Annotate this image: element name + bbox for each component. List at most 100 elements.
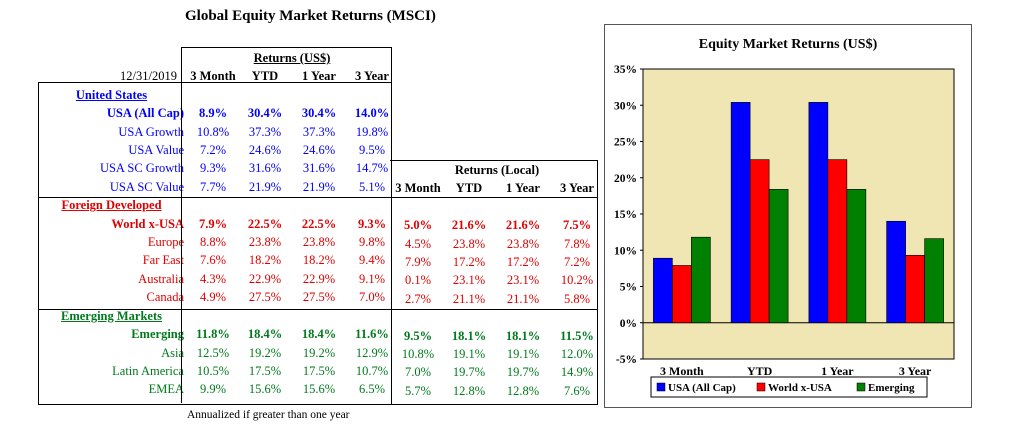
usd-value: 11.8% (196, 327, 230, 342)
local-value: 7.6% (563, 383, 591, 398)
usd-value: 21.9% (248, 179, 282, 194)
usd-header: Returns (US$) (253, 51, 331, 65)
table-row: USA SC Value 7.7% 21.9% 21.9% 5.1% (36, 178, 397, 196)
column-header: 3 Month (190, 69, 236, 84)
y-tick-label: 25% (614, 137, 637, 149)
local-value: 10.2% (560, 273, 594, 288)
usd-value: 21.9% (302, 179, 336, 194)
bar (730, 102, 751, 324)
usd-value: 12.9% (355, 345, 389, 360)
usd-value: 22.9% (248, 271, 282, 286)
local-value: 21.6% (505, 218, 541, 233)
usd-value: 37.3% (302, 124, 336, 139)
table-row: EMEA 9.9% 15.6% 15.6% 6.5% (36, 380, 397, 398)
chart-panel: Equity Market Returns (US$) 35% 30% 25% 20% 1… (604, 24, 972, 408)
local-value: 19.1% (506, 347, 540, 362)
y-tick-label: 0% (620, 318, 637, 330)
row-label: Emerging (131, 327, 184, 342)
section-divider (38, 197, 390, 198)
local-value: 7.0% (404, 365, 432, 380)
usd-table-border (38, 82, 392, 405)
usd-value: 24.6% (248, 143, 282, 158)
column-header: 3 Month (395, 181, 441, 196)
local-header: Returns (Local) (454, 163, 540, 177)
x-tick-label: 3 Month (660, 364, 704, 378)
usd-value: 9.3% (357, 216, 387, 231)
row-label: Far East (142, 253, 184, 268)
column-header-row: 12/31/2019 3 Month YTD 1 Year 3 Year (36, 67, 397, 85)
usd-value: 10.5% (196, 363, 230, 378)
usd-value: 9.8% (358, 235, 386, 250)
usd-value: 37.3% (248, 124, 282, 139)
row-label: USA SC Growth (99, 161, 184, 176)
usd-returns-table: Returns (US$) 12/31/2019 3 Month YTD 1 Year 3… (36, 49, 397, 399)
table-row: 0.1% 23.1% 23.1% 10.2% (392, 271, 602, 289)
row-label: Asia (161, 345, 184, 360)
column-header: 3 Year (560, 181, 594, 196)
section-header-row: United States (36, 86, 397, 104)
section-divider (38, 309, 390, 310)
table-row: 9.5% 18.1% 18.1% 11.5% (392, 327, 602, 345)
legend-swatch (756, 382, 766, 392)
usd-value: 19.8% (355, 124, 389, 139)
usd-value: 18.2% (248, 253, 282, 268)
column-header: 1 Year (506, 181, 540, 196)
x-tick-label: 1 Year (821, 364, 854, 378)
legend-label: Emerging (868, 382, 915, 394)
usd-value: 15.6% (302, 382, 336, 397)
usd-value: 24.6% (302, 143, 336, 158)
row-label: Europe (147, 235, 184, 250)
local-value: 19.1% (452, 347, 486, 362)
table-row: 5.7% 12.8% 12.8% 7.6% (392, 382, 602, 400)
row-label: USA Growth (118, 124, 184, 139)
local-value: 21.1% (452, 291, 486, 306)
usd-value: 18.2% (302, 253, 336, 268)
local-value: 5.8% (563, 291, 591, 306)
usd-value: 9.4% (358, 253, 386, 268)
section-header-row: Emerging Markets (36, 307, 397, 325)
table-row: 2.7% 21.1% 21.1% 5.8% (392, 290, 602, 308)
usd-value: 8.9% (198, 106, 228, 121)
usd-value: 7.9% (198, 216, 228, 231)
local-value: 19.7% (506, 365, 540, 380)
local-value: 11.5% (560, 328, 594, 343)
legend-label: USA (All Cap) (668, 382, 736, 394)
column-header: 3 Year (355, 69, 389, 84)
usd-value: 9.3% (199, 161, 227, 176)
local-value: 7.2% (563, 255, 591, 270)
bar (924, 238, 944, 324)
usd-value: 22.5% (247, 216, 283, 231)
usd-value: 22.5% (301, 216, 337, 231)
bar (672, 265, 692, 324)
usd-value: 9.5% (358, 143, 386, 158)
usd-value: 15.6% (248, 382, 282, 397)
table-row: 10.8% 19.1% 19.1% 12.0% (392, 345, 602, 363)
table-row: 7.9% 17.2% 17.2% 7.2% (392, 253, 602, 271)
row-label: EMEA (148, 382, 184, 397)
local-value: 23.8% (506, 236, 540, 251)
usd-value: 5.1% (358, 179, 386, 194)
table-row: World x-USA 7.9% 22.5% 22.5% 9.3% (36, 215, 397, 233)
usd-value: 7.0% (358, 290, 386, 305)
usd-value: 31.6% (302, 161, 336, 176)
as-of-date: 12/31/2019 (120, 69, 177, 84)
bar (886, 220, 906, 324)
local-value: 12.8% (452, 383, 486, 398)
table-row: 7.0% 19.7% 19.7% 14.9% (392, 363, 602, 381)
usd-value: 23.8% (302, 235, 336, 250)
bar-chart: Equity Market Returns (US$) 35% 30% 25% 20% 1… (614, 37, 955, 398)
usd-value: 14.0% (354, 106, 390, 121)
row-label: USA Value (128, 143, 184, 158)
usd-col-divider (181, 82, 182, 403)
column-header: YTD (455, 181, 483, 196)
table-row: Asia 12.5% 19.2% 19.2% 12.9% (36, 344, 397, 362)
usd-value: 23.8% (248, 235, 282, 250)
usd-value: 6.5% (358, 382, 386, 397)
row-label: Australia (138, 271, 184, 286)
x-tick-label: 3 Year (899, 364, 932, 378)
usd-value: 17.5% (248, 363, 282, 378)
section-title: Emerging Markets (60, 308, 163, 323)
usd-header-row: Returns (US$) (36, 49, 397, 67)
usd-value: 10.8% (196, 124, 230, 139)
usd-value: 9.9% (199, 382, 227, 397)
